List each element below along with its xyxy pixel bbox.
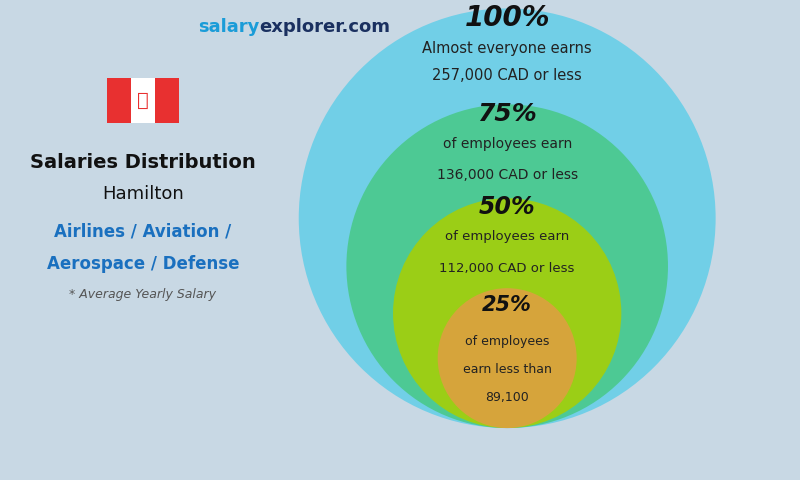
Text: 🍁: 🍁 [137, 91, 149, 110]
Text: 112,000 CAD or less: 112,000 CAD or less [439, 262, 575, 275]
Bar [155, 78, 178, 123]
Text: Salaries Distribution: Salaries Distribution [30, 153, 256, 172]
Text: 25%: 25% [482, 295, 532, 315]
Circle shape [346, 104, 668, 428]
Text: 50%: 50% [479, 195, 535, 219]
Circle shape [298, 9, 716, 428]
Text: of employees: of employees [465, 335, 550, 348]
Bar [131, 78, 155, 123]
Text: 257,000 CAD or less: 257,000 CAD or less [432, 68, 582, 83]
Text: Almost everyone earns: Almost everyone earns [422, 41, 592, 56]
Text: * Average Yearly Salary: * Average Yearly Salary [70, 288, 217, 301]
Text: Airlines / Aviation /: Airlines / Aviation / [54, 222, 231, 240]
Text: Aerospace / Defense: Aerospace / Defense [46, 255, 239, 273]
Text: 100%: 100% [465, 4, 550, 32]
Text: of employees earn: of employees earn [442, 137, 572, 151]
Circle shape [393, 198, 622, 428]
Text: salary: salary [198, 18, 259, 36]
Circle shape [438, 288, 577, 428]
Text: of employees earn: of employees earn [445, 229, 570, 242]
Text: 89,100: 89,100 [486, 391, 529, 404]
Text: Hamilton: Hamilton [102, 185, 184, 203]
Text: earn less than: earn less than [462, 363, 552, 376]
Text: explorer.com: explorer.com [259, 18, 390, 36]
Text: 75%: 75% [478, 102, 537, 126]
Text: 136,000 CAD or less: 136,000 CAD or less [437, 168, 578, 182]
Bar [107, 78, 131, 123]
